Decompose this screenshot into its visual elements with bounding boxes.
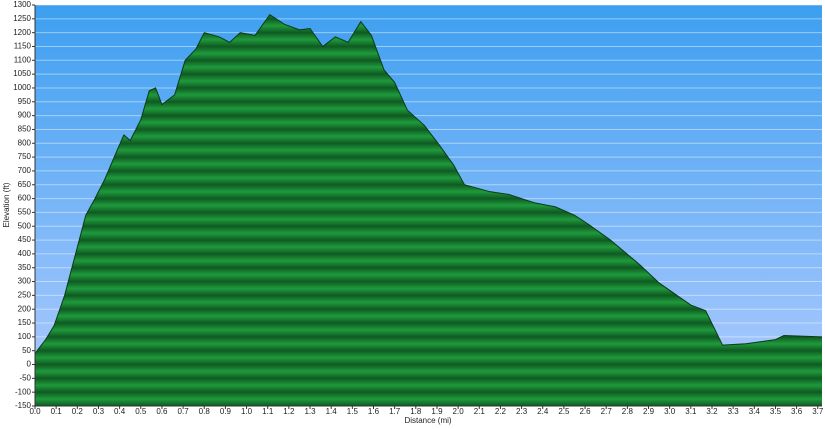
y-tick-label: 850 [18,125,32,134]
y-tick-label: 250 [18,290,32,299]
x-tick-label: 1.1 [262,407,274,416]
y-tick-label: 650 [18,180,32,189]
y-axis-title: Elevation (ft) [2,182,11,227]
x-tick-label: 0.5 [135,407,147,416]
x-tick-label: 1.9 [431,407,443,416]
x-tick-label: 1.2 [283,407,295,416]
x-tick-label: 3.7 [812,407,824,416]
y-tick-label: 750 [18,152,32,161]
x-tick-label: 0.2 [72,407,84,416]
y-tick-label: -50 [19,373,31,382]
y-tick-label: 900 [18,111,32,120]
y-tick-label: 300 [18,277,32,286]
y-tick-label: 950 [18,97,32,106]
x-tick-label: 2.1 [474,407,486,416]
y-tick-label: 450 [18,235,32,244]
y-tick-label: -150 [15,401,32,410]
y-tick-label: 600 [18,194,32,203]
x-tick-label: 3.1 [685,407,697,416]
x-tick-label: 1.8 [410,407,422,416]
x-tick-label: 1.4 [326,407,338,416]
x-tick-label: 0.0 [29,407,41,416]
x-tick-label: 2.9 [643,407,655,416]
area-outline [34,13,823,354]
y-tick-label: 100 [18,332,32,341]
x-tick-label: 1.6 [368,407,380,416]
x-tick-label: 2.7 [601,407,613,416]
x-tick-label: 2.5 [558,407,570,416]
y-tick-label: 1200 [13,28,31,37]
x-tick-label: 0.9 [220,407,232,416]
area [35,14,822,406]
y-tick-label: 350 [18,263,32,272]
y-tick-label: 1250 [13,14,31,23]
x-tick-label: 3.2 [706,407,718,416]
x-tick-label: 0.3 [93,407,105,416]
y-tick-label: 500 [18,221,32,230]
x-tick-label: 0.4 [114,407,126,416]
x-tick-label: 3.5 [770,407,782,416]
x-tick-label: 2.6 [579,407,591,416]
x-tick-label: 1.0 [241,407,253,416]
x-tick-label: 0.8 [199,407,211,416]
y-tick-label: 1150 [14,42,32,51]
x-tick-label: 0.1 [51,407,63,416]
y-tick-label: 400 [18,249,32,258]
x-tick-label: 2.2 [495,407,507,416]
x-tick-label: 0.7 [178,407,190,416]
x-tick-label: 3.4 [749,407,761,416]
y-tick-label: 1300 [13,0,31,9]
y-tick-label: 200 [18,304,32,313]
x-tick-label: 1.3 [304,407,316,416]
y-tick-label: 800 [18,138,32,147]
y-tick-label: 1100 [14,55,32,64]
x-tick-label: 3.0 [664,407,676,416]
y-tick-label: 150 [18,318,32,327]
x-tick-label: 2.4 [537,407,549,416]
y-tick-label: 1050 [13,69,31,78]
x-tick-label: 2.0 [453,407,465,416]
y-tick-label: 50 [22,346,31,355]
x-tick-label: 2.8 [622,407,634,416]
x-tick-label: 1.7 [389,407,401,416]
x-tick-label: 3.3 [728,407,740,416]
y-tick-label: -100 [15,387,32,396]
x-tick-label: 3.6 [791,407,803,416]
y-tick-label: 0 [27,360,32,369]
x-tick-label: 2.3 [516,407,528,416]
x-axis-title: Distance (mi) [404,416,451,425]
y-tick-label: 700 [18,166,32,175]
y-tick-label: 1000 [13,83,31,92]
x-tick-label: 0.6 [156,407,168,416]
x-tick-label: 1.5 [347,407,359,416]
y-tick-label: 550 [18,208,32,217]
